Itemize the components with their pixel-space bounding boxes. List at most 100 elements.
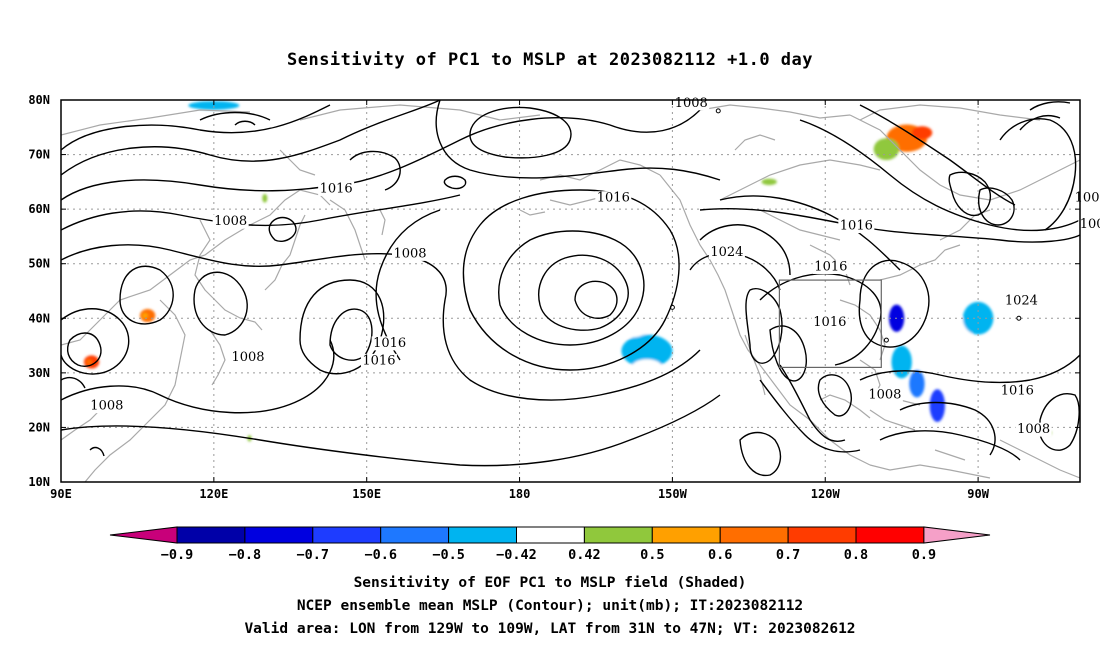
colorbar-label: −0.42: [496, 547, 537, 563]
colorbar-label: −0.5: [432, 547, 465, 563]
colorbar-label: −0.9: [161, 547, 194, 563]
colorbar-swatch: [651, 526, 721, 544]
shaded-area: [611, 310, 653, 338]
colorbar-label: 0.7: [776, 547, 800, 563]
colorbar-swatch: [176, 526, 246, 544]
mslp-contours: [61, 100, 1080, 477]
lon-tick-label: 120E: [199, 487, 228, 501]
contour-label: 1024: [1005, 293, 1038, 308]
contour-label: 1024: [710, 245, 743, 260]
colorbar-swatch: [719, 526, 789, 544]
shaded-area: [262, 193, 268, 203]
colorbar-label: −0.6: [364, 547, 397, 563]
shaded-area: [761, 178, 777, 186]
shaded-area: [75, 312, 88, 324]
lat-tick-label: 60N: [28, 202, 50, 216]
lat-tick-label: 20N: [28, 420, 50, 434]
colorbar-label: 0.42: [568, 547, 601, 563]
shaded-area: [562, 331, 568, 338]
coastlines: [61, 104, 1080, 482]
lon-tick-label: 120W: [811, 487, 841, 501]
contour-label: 1016: [320, 181, 353, 196]
shaded-area: [169, 324, 178, 334]
lon-tick-label: 150E: [352, 487, 381, 501]
lat-tick-label: 10N: [28, 475, 50, 489]
high-center: [715, 108, 721, 114]
lat-tick-label: 80N: [28, 93, 50, 107]
contour-label: 1016: [813, 315, 846, 330]
colorbar-swatch: [923, 526, 991, 544]
caption-shading: Sensitivity of EOF PC1 to MSLP field (Sh…: [353, 575, 747, 591]
high-pressure-centers: [669, 108, 1022, 343]
shaded-area: [950, 372, 976, 395]
shaded-area: [909, 370, 925, 398]
contour-label: 1008: [868, 388, 901, 403]
contour-label: 1016: [814, 259, 847, 274]
colorbar-label: −0.8: [229, 547, 262, 563]
shaded-area: [142, 312, 149, 319]
contour-label: 1000: [1075, 191, 1100, 206]
colorbar-swatch: [583, 526, 653, 544]
caption-valid-area: Valid area: LON from 129W to 109W, LAT f…: [244, 621, 856, 637]
axis-labels: 90E120E150E180150W120W90W60W10N20N30N40N…: [28, 93, 1080, 501]
lon-tick-label: 150W: [658, 487, 688, 501]
shaded-area: [962, 301, 994, 335]
shaded-area: [873, 138, 900, 161]
contour-label: 1008: [231, 350, 264, 365]
contour-label: 1016: [362, 353, 395, 368]
colorbar-label: 0.9: [912, 547, 936, 563]
contour-label: 1016: [373, 336, 406, 351]
shaded-area: [922, 315, 974, 343]
plot-frame: [60, 99, 1081, 483]
contour-label: 1008: [675, 96, 708, 111]
colorbar-label: 0.5: [640, 547, 664, 563]
contour-label: 1016: [1001, 383, 1034, 398]
colorbar-swatch: [516, 526, 585, 544]
contour-label: 1000: [1080, 217, 1100, 232]
high-center: [883, 337, 889, 343]
lat-tick-label: 50N: [28, 257, 50, 271]
colorbar-label: 0.8: [844, 547, 868, 563]
caption-contour: NCEP ensemble mean MSLP (Contour); unit(…: [296, 598, 804, 614]
colorbar-swatch: [244, 526, 314, 544]
shaded-area: [621, 334, 673, 368]
colorbar-label: 0.6: [708, 547, 732, 563]
lon-tick-label: 180: [509, 487, 531, 501]
shaded-area: [85, 359, 93, 365]
high-center: [1016, 315, 1022, 321]
contour-label: 1008: [214, 214, 247, 229]
colorbar-swatch: [380, 526, 450, 544]
shaded-area: [911, 126, 933, 140]
contour-label: 1016: [840, 219, 873, 234]
colorbar-swatch: [787, 526, 857, 544]
lat-tick-label: 40N: [28, 311, 50, 325]
sensitivity-shading: [66, 101, 1052, 474]
shaded-area: [188, 101, 240, 110]
colorbar: −0.9 −0.8 −0.7 −0.6 −0.5 −0.42 0.42 0.5 0.6 0.7 0.…: [109, 526, 991, 563]
shaded-area: [947, 348, 968, 365]
colorbar-swatch: [855, 526, 925, 544]
contour-label: 1008: [1017, 422, 1050, 437]
lon-tick-label: 90E: [50, 487, 72, 501]
colorbar-swatch: [448, 526, 518, 544]
contour-label: 1016: [597, 191, 630, 206]
shaded-area: [891, 345, 912, 379]
colorbar-swatch: [312, 526, 382, 544]
shaded-area: [881, 457, 902, 474]
lat-tick-label: 30N: [28, 366, 50, 380]
shaded-area: [934, 276, 941, 284]
high-center: [669, 304, 675, 310]
shaded-area: [947, 291, 968, 302]
shaded-area: [585, 293, 596, 300]
lon-tick-label: 90W: [967, 487, 989, 501]
valid-area-box: [778, 279, 882, 369]
contour-labels: 1008 1016 1000 1016 1008 1000 1016 1008 1008 1024…: [88, 96, 1100, 437]
shaded-area: [631, 359, 663, 376]
shaded-area: [929, 389, 945, 422]
contour-label: 1008: [393, 246, 426, 261]
colorbar-label: −0.7: [297, 547, 330, 563]
colorbar-swatch: [109, 526, 178, 544]
lat-tick-label: 70N: [28, 148, 50, 162]
plot-title: Sensitivity of PC1 to MSLP at 2023082112…: [286, 50, 813, 70]
contour-label: 1008: [90, 399, 123, 414]
